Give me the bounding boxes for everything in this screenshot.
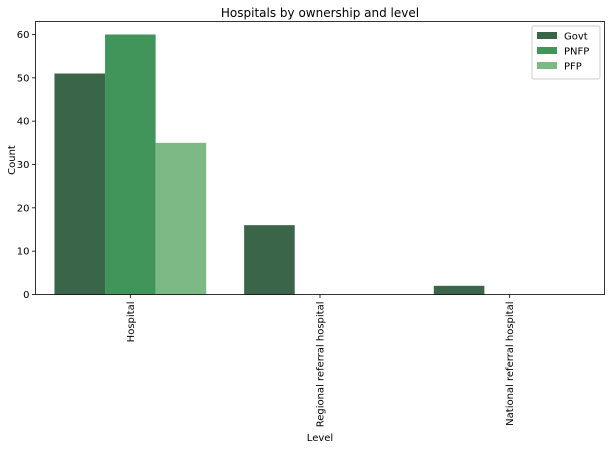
legend: Govt PNFP PFP: [531, 25, 601, 80]
y-tick-label: 20: [17, 203, 30, 214]
y-tick-label: 0: [23, 290, 29, 301]
y-tick-label: 30: [17, 160, 30, 171]
plot-frame: [35, 21, 605, 295]
legend-label-govt: Govt: [564, 32, 588, 43]
y-tick-label: 50: [17, 73, 30, 84]
legend-label-pnfp: PNFP: [564, 47, 589, 58]
chart-title: Hospitals by ownership and level: [221, 6, 419, 20]
x-axis-ticks: Hospital Regional referral hospital Nation…: [126, 294, 516, 428]
bar-pnfp-0: [105, 34, 156, 295]
bar-govt-2: [433, 285, 485, 295]
bar-govt-0: [54, 73, 106, 295]
bar-govt-1: [244, 225, 295, 295]
y-axis-ticks: 0 10 20 30 40 50 60: [17, 30, 36, 301]
bar-pfp-0: [155, 142, 207, 295]
y-tick-label: 10: [17, 247, 30, 258]
legend-swatch-pnfp: [537, 47, 557, 54]
x-axis-label: Level: [307, 433, 333, 444]
y-tick-label: 60: [17, 30, 30, 41]
y-axis-label: Count: [7, 145, 18, 175]
legend-swatch-govt: [537, 32, 557, 39]
legend-label-pfp: PFP: [564, 62, 582, 73]
x-tick-label: Hospital: [126, 302, 137, 343]
x-tick-label: National referral hospital: [505, 302, 516, 426]
x-tick-label: Regional referral hospital: [316, 302, 327, 428]
y-tick-label: 40: [17, 117, 30, 128]
bars-group: [54, 34, 485, 295]
legend-swatch-pfp: [537, 62, 557, 69]
